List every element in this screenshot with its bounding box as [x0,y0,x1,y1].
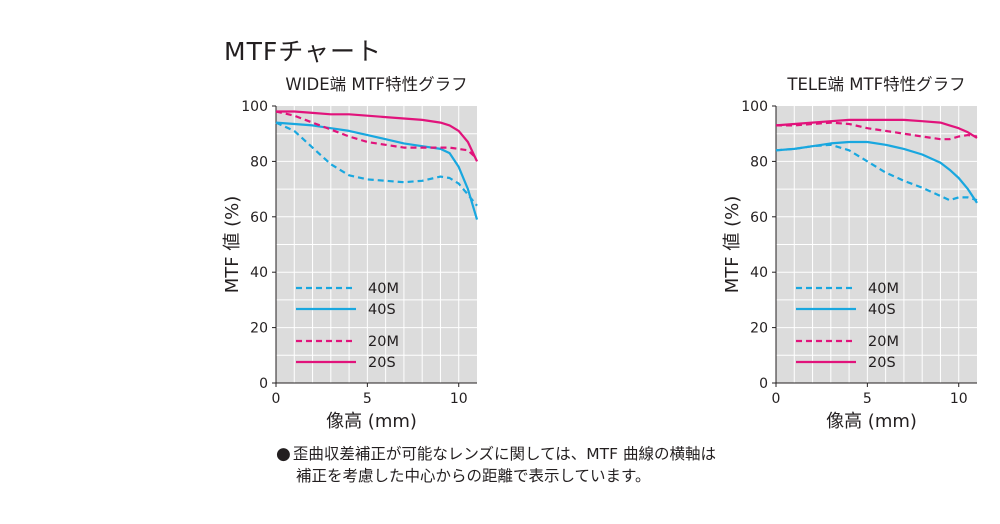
y-tick-label: 0 [759,376,768,392]
x-tick-label: 0 [772,391,781,407]
x-tick-label: 10 [450,391,468,407]
legend-label-20s: 20S [368,355,396,371]
y-tick-label: 20 [250,321,268,337]
tele-mtf-chart: TELE端 MTF特性グラフ 0 20 40 60 80 100 0 5 10 像高 (mm) MTF… [500,66,1000,446]
y-tick-label: 60 [750,210,768,226]
y-tick-label: 0 [259,376,268,392]
y-tick-label: 100 [241,99,268,115]
series-line-20s [276,110,478,162]
x-axis-label: 像高 (mm) [326,411,417,432]
x-tick-label: 5 [363,391,372,407]
legend-label-20s: 20S [868,355,896,371]
x-tick-label: 0 [272,391,281,407]
legend-label-40s: 40S [868,302,896,318]
y-tick-label: 60 [250,210,268,226]
y-axis-label: MTF 値 (%) [222,196,243,293]
y-tick-label: 80 [250,154,268,170]
x-axis-label: 像高 (mm) [826,411,917,432]
series-line-20s [775,118,978,139]
footnote-line-2: 補正を考慮した中心からの距離で表示しています。 [296,467,651,485]
series-line-40s [275,121,479,220]
footnote: ● 歪曲収差補正が可能なレンズに関しては、MTF 曲線の横軸は 補正を考慮した中心… [276,443,716,487]
chart-title: WIDE端 MTF特性グラフ [285,75,467,94]
series-line-40s [775,140,978,204]
series-line-20m [275,110,478,160]
legend-label-40m: 40M [368,281,399,297]
y-axis-label: MTF 値 (%) [722,196,743,293]
wide-mtf-chart: WIDE端 MTF特性グラフ 0 20 40 60 80 100 0 5 10 像高 (mm) MTF… [0,66,500,446]
series-line-40m [775,143,978,202]
series-line-20m [776,121,978,141]
legend-label-40m: 40M [868,281,899,297]
y-tick-label: 100 [741,99,768,115]
y-tick-label: 40 [750,265,768,281]
y-tick-label: 80 [750,154,768,170]
page-title: MTFチャート [224,37,382,66]
tele-mtf-chart-svg: TELE端 MTF特性グラフ 0 20 40 60 80 100 0 5 10 像高 (mm) MTF… [722,75,978,432]
legend-label-40s: 40S [368,302,396,318]
footnote-line-1: 歪曲収差補正が可能なレンズに関しては、MTF 曲線の横軸は [292,445,716,463]
y-tick-label: 20 [750,321,768,337]
legend-label-20m: 20M [868,334,899,350]
chart-title: TELE端 MTF特性グラフ [786,75,965,94]
bullet-icon: ● [276,444,291,464]
wide-mtf-chart-svg: WIDE端 MTF特性グラフ 0 20 40 60 80 100 0 5 10 像高 (mm) MTF… [222,75,479,432]
x-tick-label: 10 [950,391,968,407]
x-tick-label: 5 [863,391,872,407]
y-tick-label: 40 [250,265,268,281]
legend-label-20m: 20M [368,334,399,350]
series-line-40m [275,121,478,207]
